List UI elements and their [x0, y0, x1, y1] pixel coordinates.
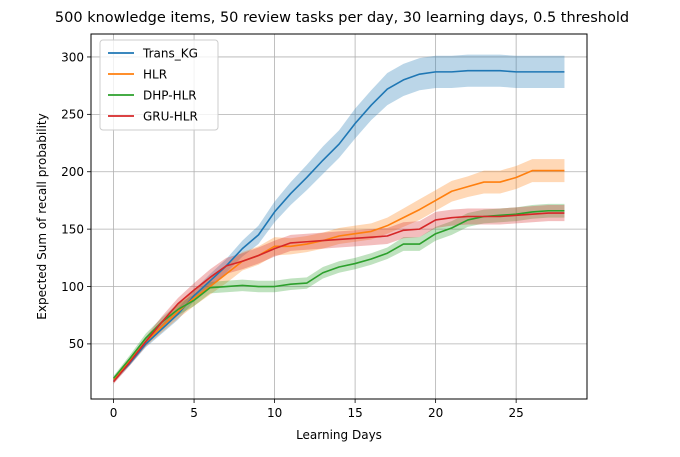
y-tick-label: 300: [61, 50, 84, 64]
y-axis-ticks: 50 100 150 200 250 300: [61, 50, 91, 351]
chart-title: 500 knowledge items, 50 review tasks per…: [55, 10, 629, 26]
hlr-band: [113, 159, 565, 382]
x-axis-label: Learning Days: [296, 428, 382, 442]
gru-hlr-line: [112, 212, 565, 383]
x-axis-ticks: 0 5 10 15 20 25: [110, 399, 524, 420]
gru-hlr-band: [113, 205, 565, 385]
legend-label: Trans_KG: [142, 47, 198, 61]
y-tick-label: 100: [61, 280, 84, 294]
legend-label: HLR: [143, 68, 167, 82]
x-tick-label: 15: [347, 406, 362, 420]
y-tick-label: 150: [61, 222, 84, 236]
x-tick-label: 0: [110, 406, 118, 420]
x-tick-label: 10: [267, 406, 282, 420]
legend-box: [99, 39, 219, 131]
x-tick-label: 20: [428, 406, 443, 420]
series-lines: [112, 69, 565, 383]
x-tick-label: 25: [509, 406, 524, 420]
x-tick-label: 5: [190, 406, 198, 420]
legend-label: GRU-HLR: [143, 110, 198, 124]
plot-area-frame: [90, 33, 588, 400]
y-axis-label: Expected Sum of recall probability: [35, 113, 49, 319]
legend-label: DHP-HLR: [143, 89, 197, 103]
hlr-line: [112, 169, 565, 381]
y-tick-label: 50: [69, 337, 84, 351]
y-tick-label: 200: [61, 165, 84, 179]
trans-kg-band: [113, 54, 565, 383]
y-tick-label: 250: [61, 108, 84, 122]
legend: Trans_KG HLR DHP-HLR GRU-HLR: [99, 39, 219, 131]
